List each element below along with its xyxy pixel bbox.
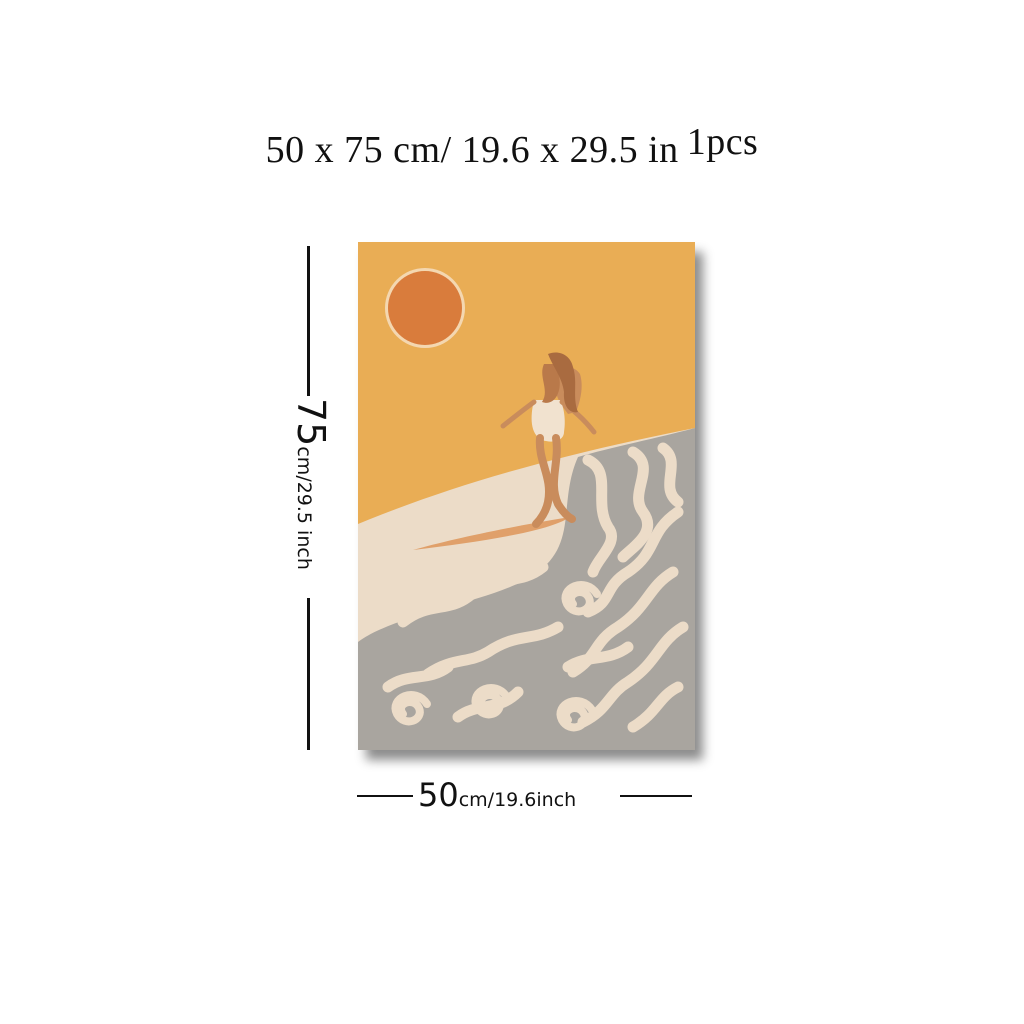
surfer-figure <box>500 352 597 528</box>
height-dimension-label: 75cm/29.5 inch <box>283 398 333 594</box>
width-dimension-line-left <box>357 795 413 797</box>
width-unit: cm/19.6inch <box>458 789 577 811</box>
wave-swirls <box>382 442 689 733</box>
quantity-text: 1pcs <box>686 121 759 163</box>
size-text: 50 x 75 cm/ 19.6 x 29.5 in <box>265 129 679 171</box>
wave-spirals <box>391 581 601 732</box>
artwork-illustration <box>358 242 695 750</box>
width-dimension-label: 50cm/19.6inch <box>418 776 576 814</box>
height-value: 75 <box>289 398 333 447</box>
height-dimension-line-bottom <box>307 598 310 750</box>
height-dimension-line-top <box>307 246 310 396</box>
sun-icon <box>388 271 462 345</box>
size-headline: 50 x 75 cm/ 19.6 x 29.5 in 1pcs <box>0 121 1024 172</box>
width-value: 50 <box>418 776 459 814</box>
canvas-print <box>358 242 695 750</box>
surfboard <box>413 517 570 550</box>
width-dimension-line-right <box>620 795 692 797</box>
height-unit: cm/29.5 inch <box>293 446 315 570</box>
